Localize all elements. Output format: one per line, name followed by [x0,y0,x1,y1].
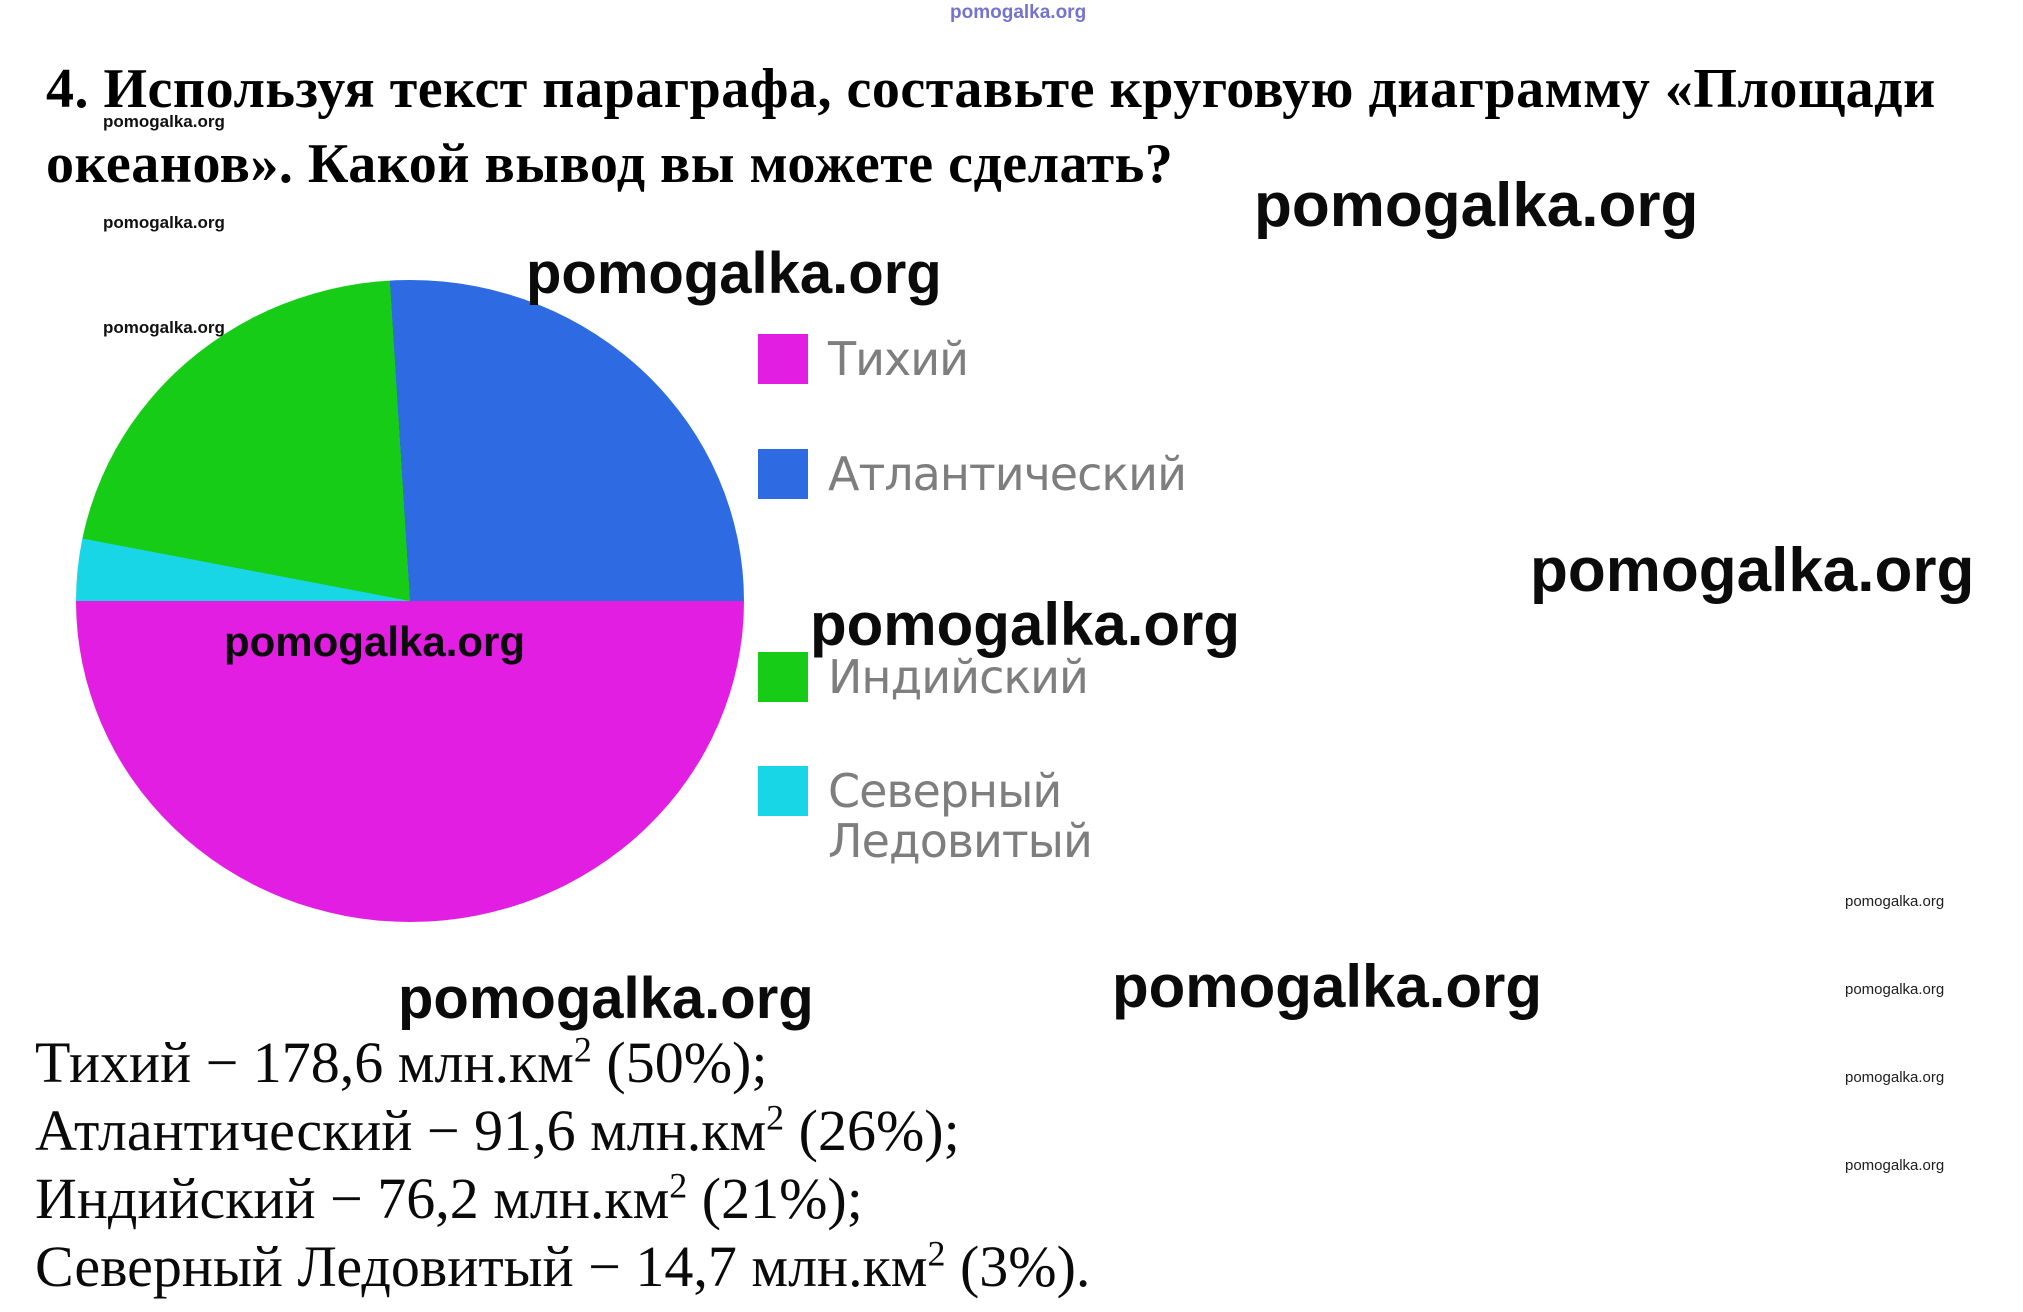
legend-label-indian: Индийский [828,650,1089,704]
legend-swatch-indian [758,652,808,702]
result-tail: (26%); [784,1098,960,1163]
result-main: Северный Ледовитый − 14,7 млн.км [35,1234,928,1299]
result-main: Атлантический − 91,6 млн.км [35,1098,767,1163]
watermark-below-pie-right: pomogalka.org [1112,953,1543,1020]
result-line-pacific: Тихий − 178,6 млн.км2 (50%); [35,1029,767,1096]
result-line-atlantic: Атлантический − 91,6 млн.км2 (26%); [35,1097,960,1164]
watermark-right-middle: pomogalka.org [1530,536,1975,605]
pie-chart [76,280,744,922]
watermark-left-3: pomogalka.org [103,318,225,337]
result-line-arctic: Северный Ледовитый − 14,7 млн.км2 (3%). [35,1233,1090,1300]
watermark-right-1: pomogalka.org [1845,893,1945,910]
watermark-right-2: pomogalka.org [1845,981,1945,998]
watermark-on-pie: pomogalka.org [224,618,526,665]
watermark-above-legend: pomogalka.org [526,241,942,306]
result-tail: (3%). [945,1234,1091,1299]
watermark-right-4: pomogalka.org [1845,1157,1945,1174]
result-main: Индийский − 76,2 млн.км [35,1166,670,1231]
result-main: Тихий − 178,6 млн.км [35,1030,574,1095]
result-line-indian: Индийский − 76,2 млн.км2 (21%); [35,1165,863,1232]
watermark-below-pie-left: pomogalka.org [398,966,814,1031]
watermark-center: pomogalka.org [810,591,1241,658]
result-superscript: 2 [927,1233,946,1274]
watermark-left-2: pomogalka.org [103,213,225,232]
legend-label-atlantic: Атлантический [828,447,1187,501]
result-superscript: 2 [766,1097,785,1138]
legend-label-pacific: Тихий [828,332,969,386]
watermark-top-center: pomogalka.org [950,2,1087,23]
result-superscript: 2 [573,1029,592,1070]
legend-label-arctic: Северный Ледовитый [828,764,1093,868]
watermark-right-3: pomogalka.org [1845,1069,1945,1086]
watermark-top-right: pomogalka.org [1254,171,1699,240]
result-tail: (21%); [687,1166,863,1231]
legend-swatch-atlantic [758,449,808,499]
result-tail: (50%); [591,1030,768,1095]
task-heading-line2: океанов». Какой вывод вы можете сделать? [46,133,1174,195]
legend-swatch-pacific [758,334,808,384]
task-heading-line1: 4. Используя текст параграфа, составьте … [46,58,1936,120]
watermark-left-1: pomogalka.org [103,112,225,131]
result-superscript: 2 [669,1165,688,1206]
legend-swatch-arctic [758,766,808,816]
